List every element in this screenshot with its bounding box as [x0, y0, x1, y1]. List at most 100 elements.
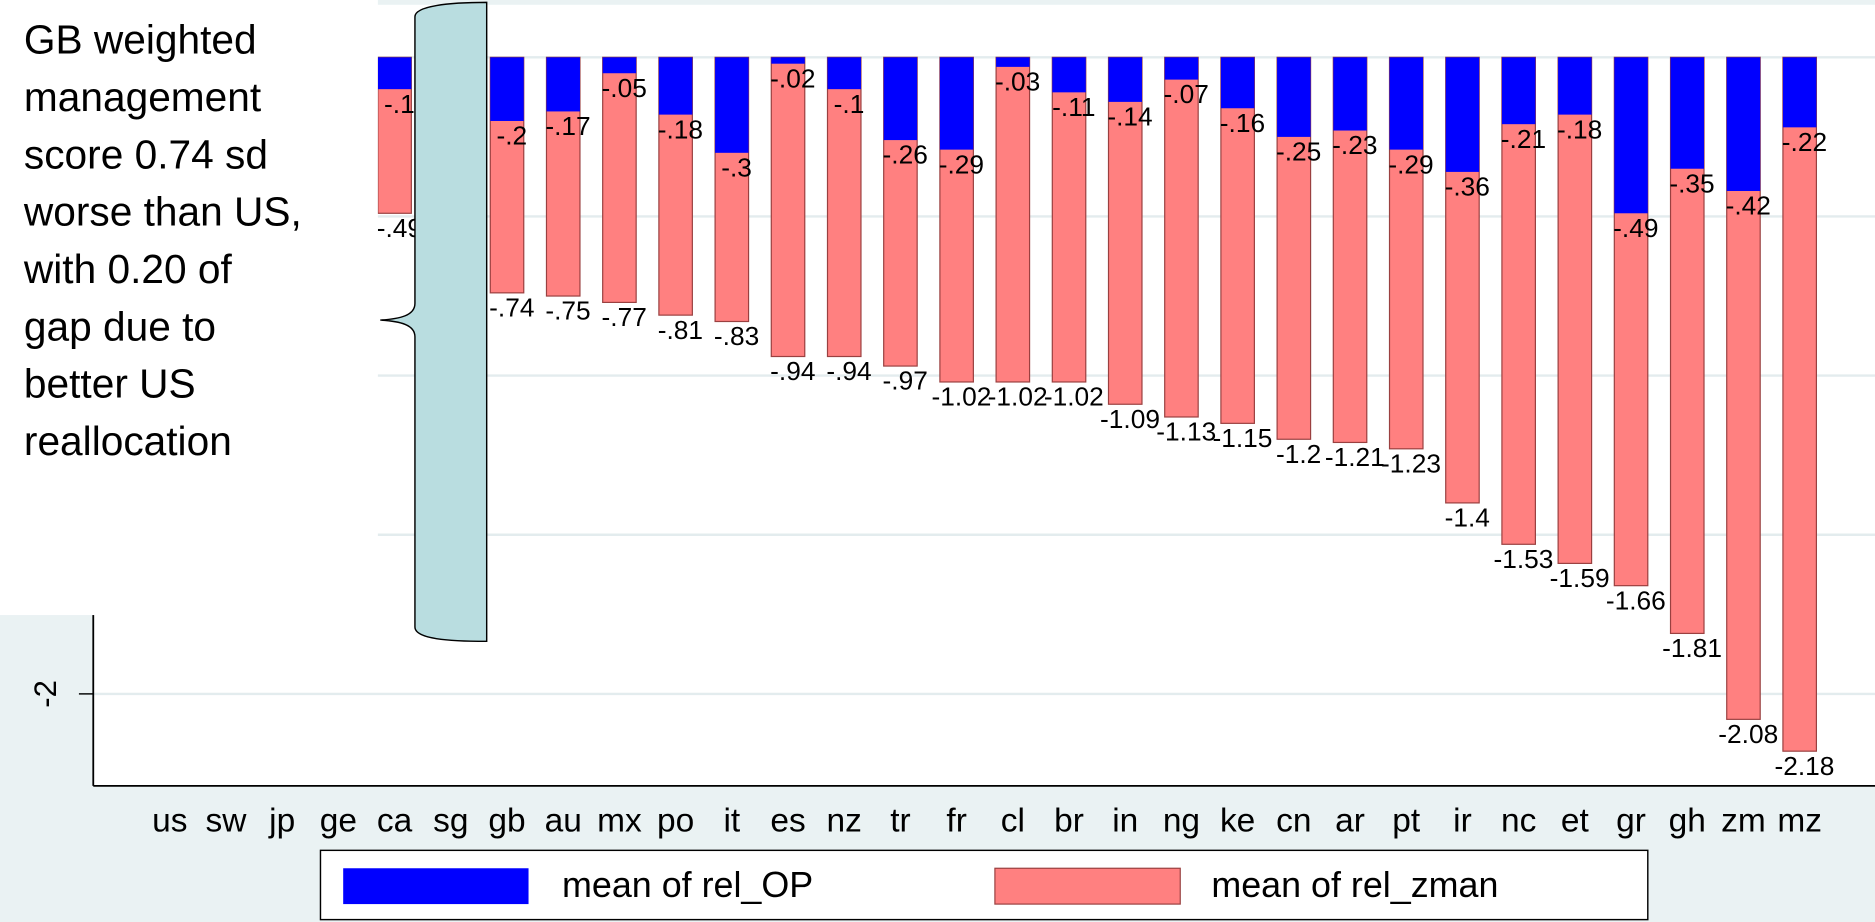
annotation-text: better US: [24, 361, 196, 407]
x-tick-label: es: [770, 803, 805, 840]
x-tick-label: zm: [1721, 803, 1766, 840]
bar: [996, 57, 1030, 67]
value-label: -.1: [834, 89, 865, 119]
bar: [1333, 57, 1367, 131]
bar: [939, 57, 974, 150]
brace: [380, 1, 488, 643]
bar: [883, 57, 918, 141]
bar: [1782, 56, 1818, 752]
value-label: -.02: [770, 63, 815, 93]
x-tick-label: ke: [1220, 803, 1255, 840]
y-tick-label: -2: [28, 680, 63, 708]
value-label: -.23: [1332, 130, 1377, 160]
value-label: -.35: [1669, 168, 1714, 198]
x-tick-label: ir: [1453, 803, 1472, 840]
annotation-text: worse than US,: [23, 189, 302, 235]
value-label: -.25: [1276, 137, 1321, 167]
bar: [1670, 57, 1705, 169]
bar: [715, 57, 749, 153]
value-label: -1.09: [1100, 404, 1160, 434]
value-label: -.05: [602, 73, 647, 103]
value-label: -1.02: [988, 382, 1048, 412]
value-label: -1.23: [1381, 448, 1441, 478]
x-tick-label: br: [1054, 803, 1084, 840]
bar: [1164, 56, 1199, 418]
x-tick-label: ar: [1335, 803, 1365, 840]
annotation-text: reallocation: [24, 418, 232, 464]
value-label: -.22: [1782, 127, 1827, 157]
legend-label: mean of rel_zman: [1211, 865, 1498, 905]
value-label: -1.13: [1156, 417, 1216, 447]
value-label: -1.02: [1044, 382, 1104, 412]
bar: [827, 57, 861, 90]
bar: [1220, 56, 1255, 424]
bar: [1445, 57, 1480, 172]
x-tick-label: ng: [1163, 803, 1200, 840]
value-label: -.21: [1501, 124, 1546, 154]
x-tick-label: nc: [1501, 803, 1536, 840]
value-label: -1.4: [1445, 503, 1490, 533]
value-label: -.97: [883, 366, 928, 396]
value-label: -.14: [1107, 102, 1152, 132]
bar: [602, 56, 637, 304]
value-label: -.18: [1557, 114, 1602, 144]
x-tick-label: tr: [890, 803, 910, 840]
value-label: -1.15: [1212, 423, 1272, 453]
legend-swatch: [994, 867, 1181, 905]
bar: [1220, 57, 1255, 109]
bar: [1726, 57, 1761, 192]
value-label: -1.81: [1662, 633, 1722, 663]
x-tick-label: sg: [433, 803, 468, 840]
value-label: -1.66: [1606, 585, 1666, 615]
x-tick-label: cn: [1276, 803, 1311, 840]
value-label: -.83: [714, 321, 759, 351]
value-label: -1.02: [931, 382, 991, 412]
value-label: -.2: [496, 121, 527, 151]
x-tick-label: nz: [827, 803, 862, 840]
annotation-text: GB weighted: [24, 17, 257, 63]
x-tick-label: sw: [206, 803, 248, 840]
legend-label: mean of rel_OP: [562, 865, 813, 905]
bar: [490, 57, 524, 121]
bar: [1277, 57, 1311, 137]
x-tick-label: au: [545, 803, 582, 840]
bar: [1164, 57, 1199, 80]
x-tick-label: fr: [946, 803, 966, 840]
value-label: -.36: [1445, 172, 1490, 202]
value-label: -.26: [883, 140, 928, 170]
value-label: -.03: [995, 67, 1040, 97]
x-tick-label: it: [723, 803, 740, 840]
value-label: -1.21: [1325, 442, 1385, 472]
bar: [658, 57, 693, 115]
value-label: -.94: [770, 356, 815, 386]
value-label: -.74: [489, 293, 534, 323]
annotation: GB weighted management score 0.74 sd worse …: [0, 0, 488, 643]
value-label: -2.08: [1718, 719, 1778, 749]
x-tick-label: mx: [597, 803, 642, 840]
plot: -2 us sw jp ge ca sg gb au mx po it es nz tr fr cl br in ng…: [28, 56, 1875, 840]
x-tick-label: gh: [1669, 803, 1706, 840]
x-tick-label: gb: [488, 803, 525, 840]
x-tick-label: gr: [1616, 803, 1646, 840]
annotation-text: gap due to: [24, 303, 216, 349]
legend-box: [319, 849, 1649, 921]
x-tick-label: pt: [1392, 803, 1421, 840]
x-tick-label: et: [1561, 803, 1590, 840]
value-label: -.94: [826, 356, 871, 386]
annotation-box: [0, 0, 378, 616]
bar: [1614, 57, 1648, 214]
value-label: -.49: [1613, 213, 1658, 243]
bar: [1501, 57, 1536, 125]
bar: [1051, 56, 1087, 383]
value-label: -.07: [1164, 79, 1209, 109]
bar: [771, 57, 805, 64]
bar: [995, 56, 1031, 383]
value-label: -.11: [1052, 92, 1095, 122]
x-tick-label: mz: [1777, 803, 1822, 840]
value-label: -.1: [384, 89, 415, 119]
annotation-text: score 0.74 sd: [24, 131, 268, 177]
value-label: -.75: [545, 296, 590, 326]
value-label: -.29: [1388, 149, 1433, 179]
value-label: -.18: [658, 114, 703, 144]
